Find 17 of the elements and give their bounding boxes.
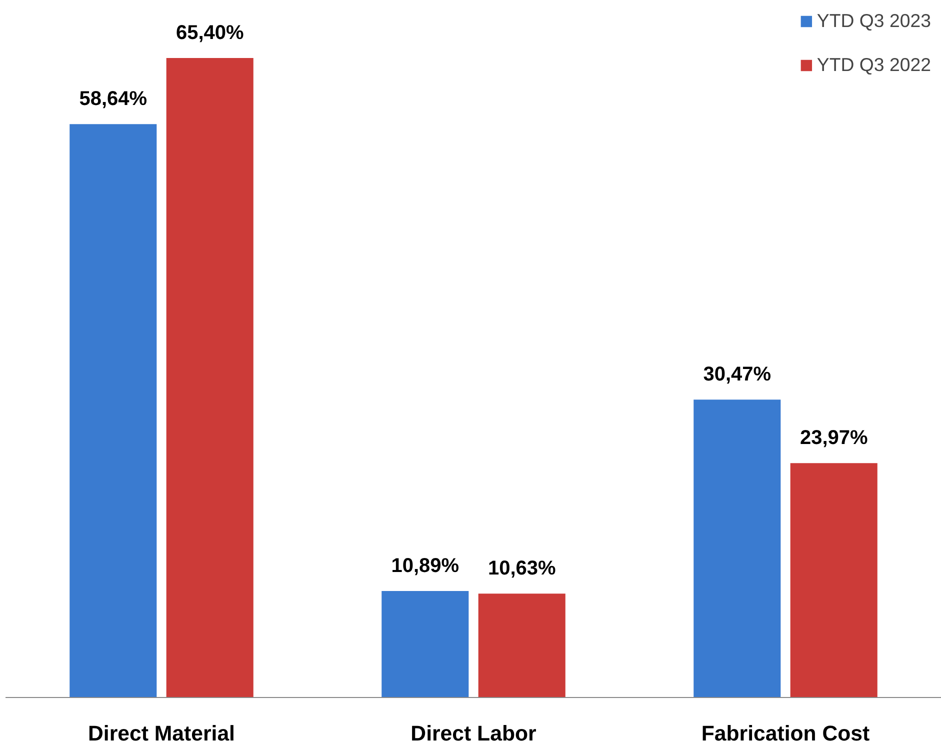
bar: [790, 463, 878, 698]
bar: [694, 400, 781, 698]
data-label: 30,47%: [703, 364, 772, 386]
data-label: 23,97%: [800, 427, 868, 450]
bar: [70, 124, 157, 698]
data-label: 10,63%: [488, 558, 556, 580]
legend-label: YTD Q3 2022: [816, 54, 931, 76]
bar: [166, 58, 254, 698]
data-label: 10,89%: [391, 555, 460, 578]
data-label: 58,64%: [79, 88, 148, 110]
legend-label: YTD Q3 2023: [816, 10, 931, 32]
x-tick-label: Fabrication Cost: [701, 722, 870, 746]
x-tick-label: Direct Material: [88, 722, 236, 746]
data-label: 65,40%: [176, 22, 244, 44]
bar: [382, 591, 469, 698]
bar: [478, 594, 566, 698]
x-tick-label: Direct Labor: [410, 722, 536, 746]
